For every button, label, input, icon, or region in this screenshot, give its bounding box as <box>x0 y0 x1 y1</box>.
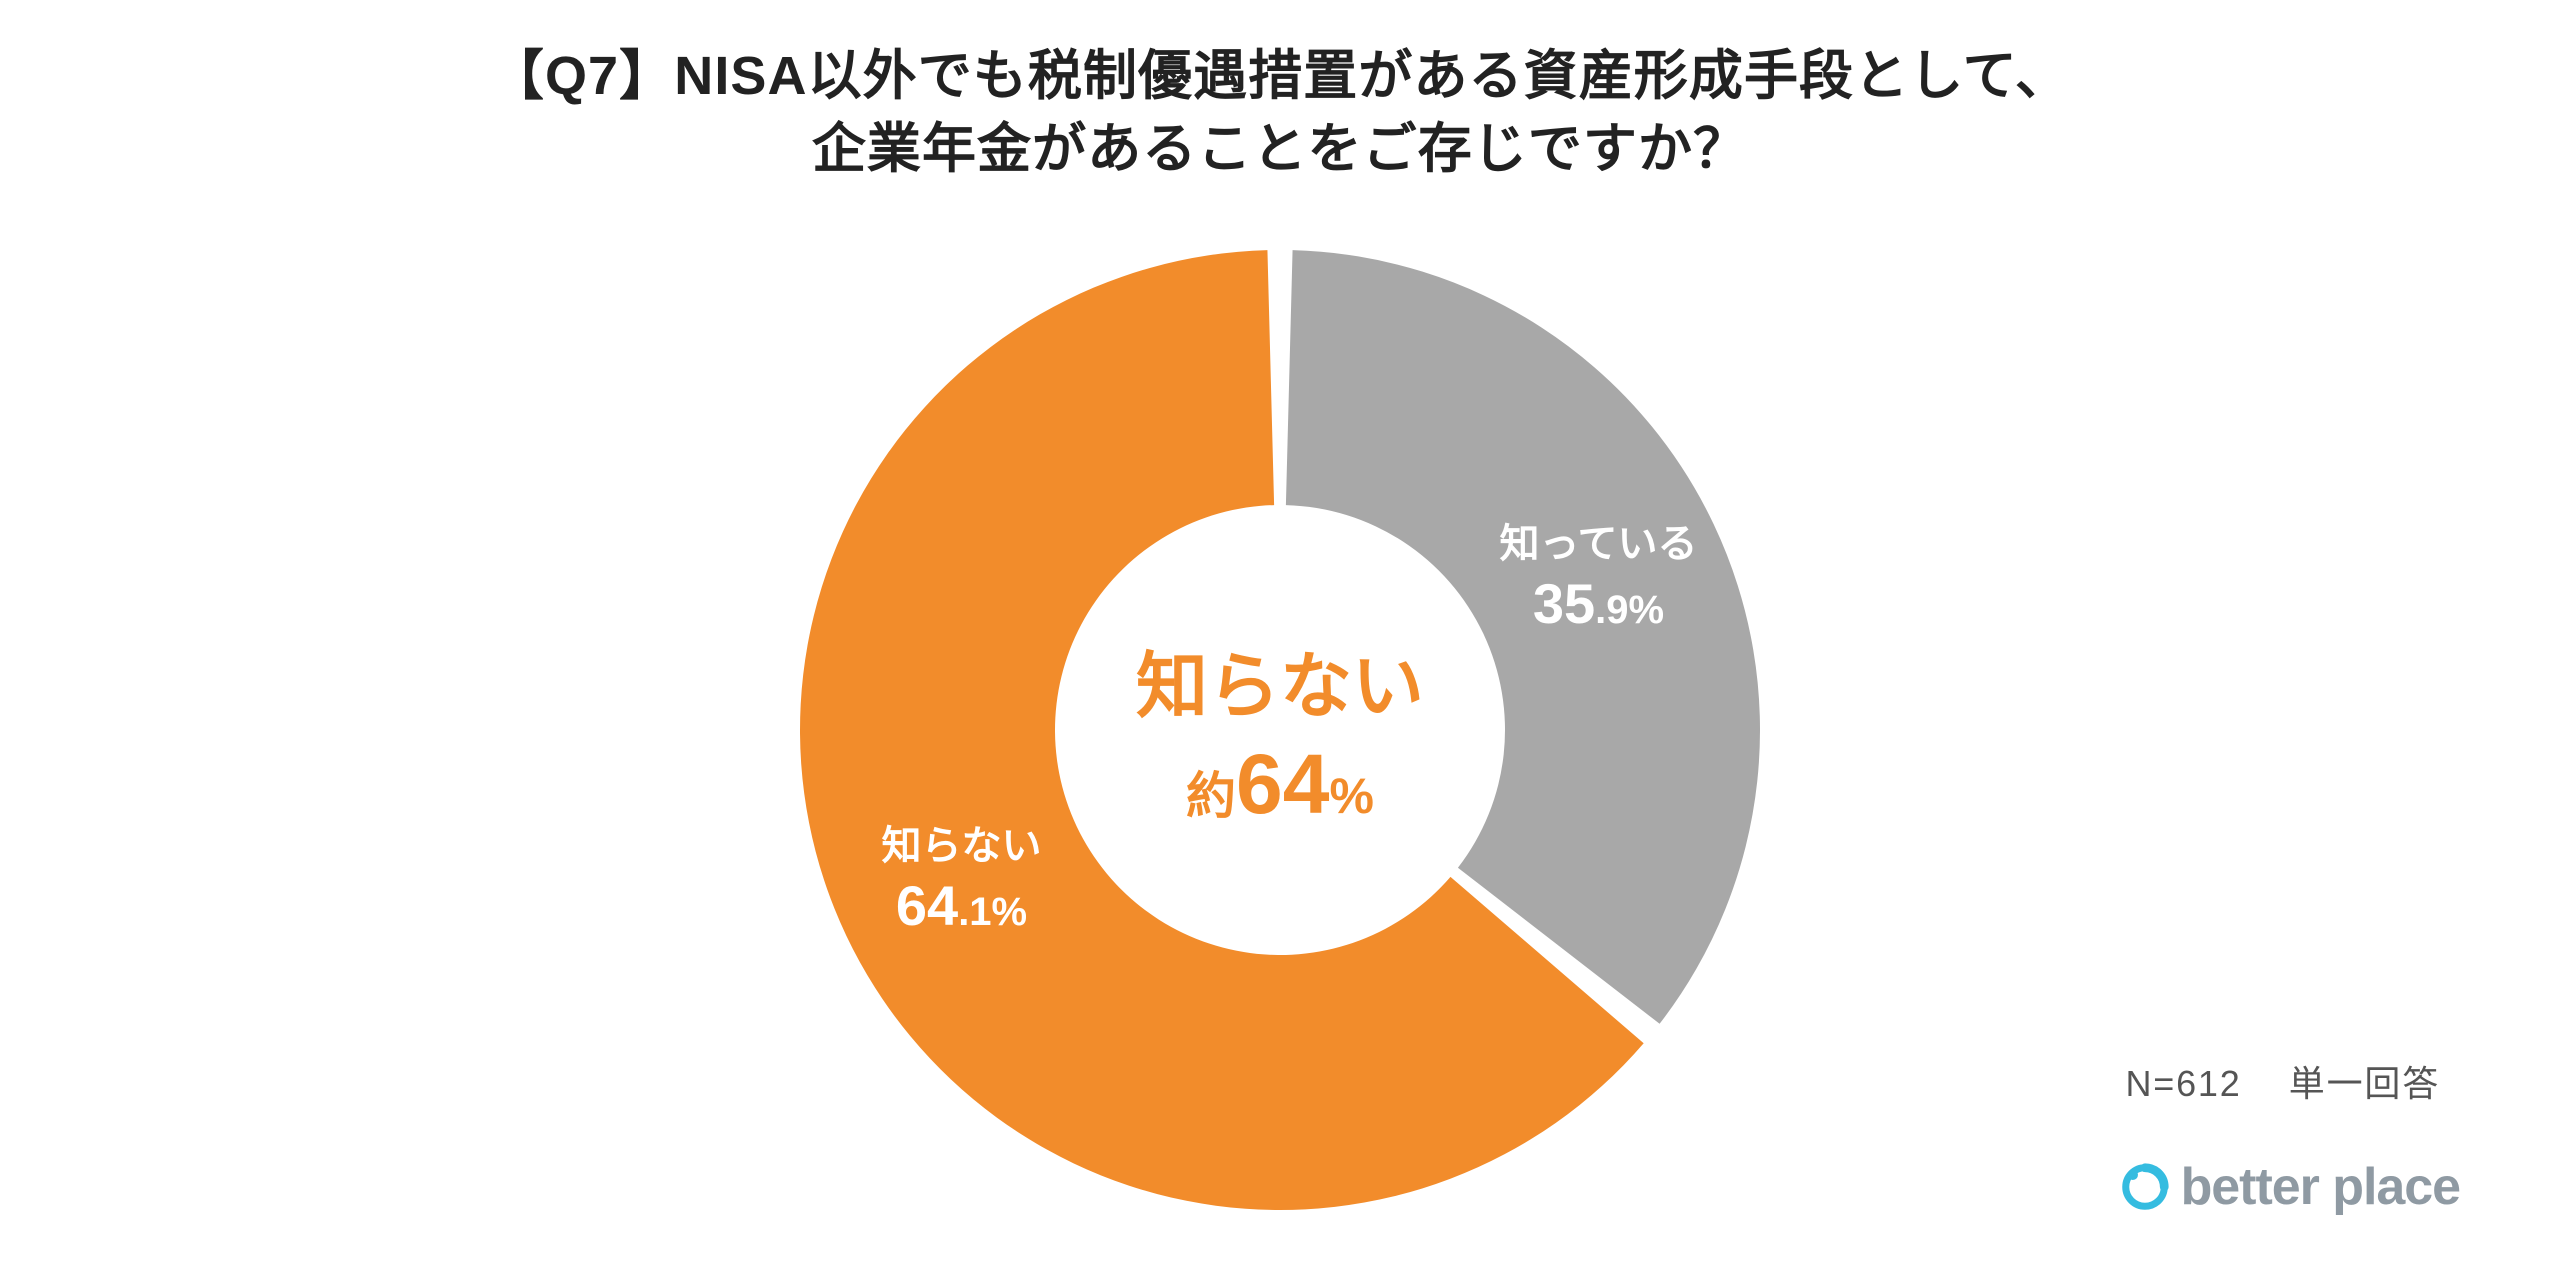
donut-chart: 知っている35.9%知らない64.1% 知らない 約64% <box>800 250 1760 1210</box>
slice-label-pct-not_know: 64.1% <box>882 871 1042 941</box>
center-big: 64 <box>1236 737 1329 831</box>
slice-label-not_know: 知らない64.1% <box>882 821 1042 941</box>
slice-label-text-know: 知っている <box>1499 519 1697 569</box>
answer-type: 単一回答 <box>2289 1063 2440 1104</box>
sample-note: N=612 単一回答 <box>2125 1055 2440 1107</box>
brand-logo: better place <box>2117 1157 2460 1217</box>
chart-title: 【Q7】NISA以外でも税制優遇措置がある資産形成手段として、 企業年金があるこ… <box>0 40 2560 186</box>
center-headline: 知らない <box>1136 627 1424 732</box>
brand-text: better place <box>2181 1157 2460 1217</box>
title-line2: 企業年金があることをご存じですか？ <box>812 119 1748 179</box>
slice-label-pct-know: 35.9% <box>1499 569 1697 639</box>
brand-icon <box>2117 1159 2173 1215</box>
donut-center-label: 知らない 約64% <box>1136 627 1424 833</box>
center-suffix: % <box>1329 768 1373 824</box>
center-prefix: 約 <box>1186 768 1236 824</box>
center-value: 約64% <box>1136 736 1424 833</box>
n-label: N=612 <box>2125 1063 2241 1104</box>
title-line1: 【Q7】NISA以外でも税制優遇措置がある資産形成手段として、 <box>490 46 2070 106</box>
slice-label-know: 知っている35.9% <box>1499 519 1697 639</box>
slice-label-text-not_know: 知らない <box>882 821 1042 871</box>
